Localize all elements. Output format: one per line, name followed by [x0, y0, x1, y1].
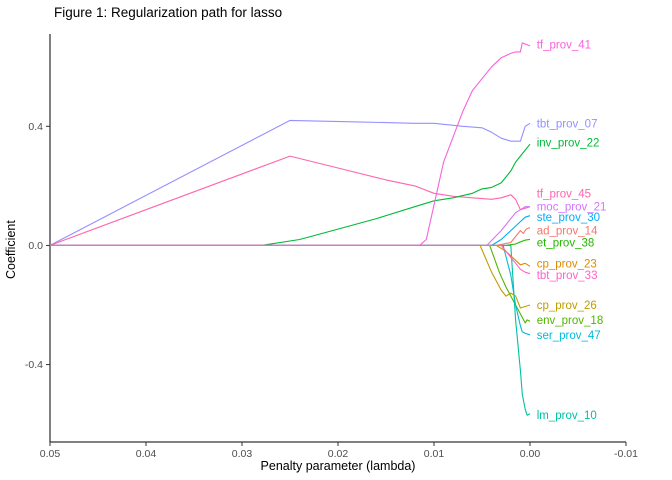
series-line-inv_prov_22 — [50, 143, 531, 246]
series-line-ser_prov_47 — [50, 244, 531, 336]
series-line-et_prov_38 — [50, 238, 531, 246]
y-tick-label: 0.4 — [28, 121, 43, 133]
series-line-ad_prov_14 — [50, 227, 531, 246]
y-tick-label: 0.0 — [28, 240, 43, 252]
series-line-moc_prov_21 — [50, 206, 530, 246]
series-label-cp_prov_23: cp_prov_23 — [537, 258, 597, 270]
x-axis-title: Penalty parameter (lambda) — [260, 459, 416, 473]
series-label-inv_prov_22: inv_prov_22 — [537, 138, 600, 150]
series-line-lm_prov_10 — [50, 244, 531, 416]
series-label-ser_prov_47: ser_prov_47 — [537, 330, 601, 342]
series-label-env_prov_18: env_prov_18 — [537, 315, 604, 327]
series-line-tf_prov_41 — [50, 42, 531, 246]
x-tick-label: 0.03 — [232, 448, 253, 460]
x-tick-label: 0.01 — [424, 448, 445, 460]
series-label-tbt_prov_33: tbt_prov_33 — [537, 270, 598, 282]
y-tick-label: -0.4 — [25, 359, 43, 371]
series-label-ste_prov_30: ste_prov_30 — [537, 212, 600, 224]
series-line-tbt_prov_07 — [49, 119, 531, 246]
series-label-ad_prov_14: ad_prov_14 — [537, 226, 598, 238]
x-tick-label: 0.02 — [328, 448, 349, 460]
series-label-lm_prov_10: lm_prov_10 — [537, 410, 597, 422]
series-line-tf_prov_45 — [49, 155, 531, 246]
series-label-tf_prov_45: tf_prov_45 — [537, 188, 591, 200]
x-tick-label: -0.01 — [614, 448, 638, 460]
series-line-cp_prov_26 — [50, 244, 531, 309]
series-label-cp_prov_26: cp_prov_26 — [537, 300, 597, 312]
series-label-et_prov_38: et_prov_38 — [537, 237, 595, 249]
series-label-tbt_prov_07: tbt_prov_07 — [537, 118, 598, 130]
x-tick-label: 0.05 — [40, 448, 61, 460]
figure-title: Figure 1: Regularization path for lasso — [54, 5, 283, 20]
series-label-tf_prov_41: tf_prov_41 — [537, 39, 591, 51]
series-line-env_prov_18 — [50, 244, 531, 324]
series-label-moc_prov_21: moc_prov_21 — [537, 202, 607, 214]
x-tick-label: 0.04 — [136, 448, 157, 460]
series-line-cp_prov_23 — [50, 244, 531, 267]
series-line-tbt_prov_33 — [50, 244, 531, 275]
x-tick-label: 0.00 — [520, 448, 541, 460]
